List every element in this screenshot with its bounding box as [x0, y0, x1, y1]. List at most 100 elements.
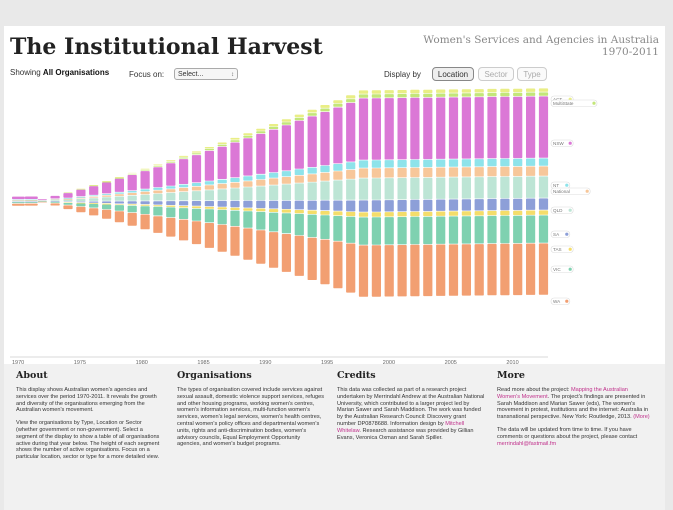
bar-segment-qld	[500, 176, 510, 199]
bar-segment-act	[397, 90, 407, 94]
bar-segment-wa	[423, 244, 433, 297]
bar-segment-qld	[384, 178, 394, 200]
about-heading: About	[16, 370, 48, 381]
bar-segment-wa	[397, 245, 407, 297]
bar-segment-wa	[179, 219, 189, 241]
bar-segment-nsw	[307, 116, 317, 167]
stacked-area-chart[interactable]: 1970 1975 1980 1985 1990 1995 2000 2005 2010 ACTM…	[4, 84, 665, 364]
bar-segment-sa	[179, 201, 189, 206]
legend-dot	[565, 232, 569, 236]
more-link[interactable]: (More)	[633, 414, 650, 421]
project-link[interactable]: Mapping the Australian Women's Movement	[497, 387, 628, 400]
bar-segment-nsw	[538, 96, 549, 158]
bar-segment-wa	[230, 226, 240, 256]
bar-segment-qld	[320, 181, 330, 200]
bar-segment-vic	[526, 215, 536, 243]
bar-segment-qld	[487, 176, 497, 199]
bar-segment-wa	[461, 244, 471, 296]
bar-segment-sa	[140, 201, 150, 205]
bar-segment-multistate	[191, 153, 202, 155]
bar-segment-wa	[217, 224, 227, 252]
bar-segment-vic	[397, 217, 407, 245]
legend-chip	[550, 139, 574, 147]
bar-segment-national	[346, 169, 356, 179]
focus-select[interactable]: Select... ↕	[174, 68, 238, 80]
bar-segment-qld	[24, 200, 38, 201]
credits-heading: Credits	[337, 370, 376, 381]
bar-segment-national	[423, 167, 433, 178]
bar-segment-national	[500, 166, 510, 177]
bar-segment-qld	[423, 177, 433, 200]
bar-segment-qld	[474, 177, 484, 199]
bar-segment-tas	[397, 212, 407, 217]
bar-segment-sa	[153, 201, 163, 205]
bar-segment-multistate	[487, 92, 497, 97]
bar-segment-sa	[500, 198, 510, 211]
bar-segment-vic	[307, 214, 317, 238]
display-sector-button[interactable]: Sector	[478, 67, 514, 81]
bar-segment-qld	[217, 189, 227, 201]
bar-segment-multistate	[538, 92, 549, 96]
bar-segment-nsw	[371, 98, 381, 160]
bar-segment-act	[307, 109, 317, 113]
bar-segment-sa	[436, 199, 446, 211]
bar-segment-vic	[269, 212, 279, 232]
bar-segment-act	[114, 177, 124, 178]
bar-segment-tas	[179, 206, 189, 208]
bar-segment-multistate	[204, 148, 214, 151]
bar-segment-national	[243, 181, 253, 187]
bar-segment-nsw	[50, 195, 60, 199]
bar-segment-national	[89, 196, 99, 198]
bar-segment-national	[294, 175, 304, 183]
bar-segment-vic	[217, 209, 227, 225]
bar-segment-nt	[191, 183, 202, 186]
designer-link[interactable]: Mitchell Whitelaw	[337, 420, 465, 434]
bar-segment-qld	[371, 178, 381, 200]
bar-segment-qld	[140, 194, 150, 201]
bar-segment-sa	[384, 200, 394, 212]
bar-segment-national	[358, 168, 369, 178]
bar-segment-vic	[76, 203, 86, 207]
email-link[interactable]: merrindahl@fastmail.fm	[497, 440, 557, 447]
bar-segment-nsw	[410, 97, 420, 160]
legend-chip	[550, 99, 598, 107]
bar-segment-nsw	[320, 112, 330, 166]
bar-segment-multistate	[114, 177, 124, 179]
x-tick-label: 1980	[136, 360, 148, 364]
bar-segment-tas	[487, 210, 497, 216]
bar-segment-sa	[243, 200, 253, 208]
display-location-button[interactable]: Location	[432, 67, 474, 81]
bar-segment-sa	[423, 199, 433, 212]
bar-segment-vic	[166, 207, 176, 218]
bar-segment-multistate	[294, 117, 304, 121]
bar-segment-nsw	[153, 167, 163, 188]
bar-segment-nsw	[191, 155, 202, 183]
bar-segment-vic	[448, 216, 459, 244]
bar-segment-wa	[76, 206, 86, 213]
bar-segment-vic	[423, 216, 433, 245]
bar-segment-vic	[358, 217, 369, 245]
bar-segment-vic	[191, 208, 202, 221]
more-paragraph-1: Read more about the project: Mapping the…	[497, 387, 652, 421]
bar-segment-wa	[320, 239, 330, 285]
bar-segment-multistate	[269, 126, 279, 129]
bar-segment-act	[179, 155, 189, 157]
credits-text-a: This data was collected as part of a res…	[337, 387, 485, 427]
display-type-button[interactable]: Type	[517, 67, 547, 81]
bar-segment-tas	[526, 210, 536, 215]
x-tick-label: 2010	[506, 360, 518, 364]
bar-segment-national	[320, 172, 330, 181]
bar-segment-sa	[294, 200, 304, 210]
bar-segment-qld	[526, 176, 536, 198]
bar-segment-qld	[153, 193, 163, 201]
bar-segment-qld	[269, 185, 279, 201]
bar-segment-vic	[320, 215, 330, 239]
bar-segment-tas	[307, 210, 317, 214]
bar-segment-nsw	[76, 189, 86, 197]
bar-segment-nsw	[333, 107, 343, 164]
bar-segment-act	[320, 105, 330, 108]
bar-segment-multistate	[166, 161, 176, 163]
bar-segment-nsw	[230, 142, 240, 178]
more-text-b: . The project's findings are presented i…	[497, 393, 649, 421]
bar-segment-multistate	[140, 169, 150, 171]
